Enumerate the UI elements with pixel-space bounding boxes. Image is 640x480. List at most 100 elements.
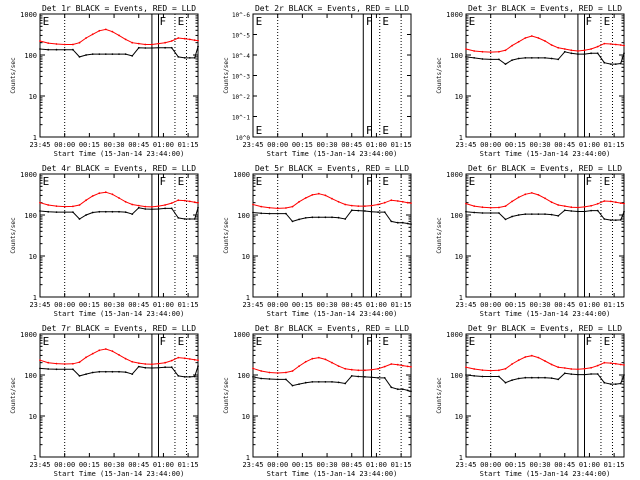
series-point-lld	[157, 205, 160, 208]
series-point-events	[406, 389, 409, 392]
series-point-events	[619, 382, 622, 385]
x-tick-label: 00:15	[505, 141, 526, 149]
series-point-events	[530, 57, 533, 59]
series-point-events	[344, 218, 347, 220]
series-point-events	[144, 208, 147, 210]
series-point-lld	[151, 43, 153, 46]
series-point-events	[47, 368, 50, 370]
series-point-events	[364, 210, 366, 212]
series-point-events	[537, 376, 540, 379]
series-point-events	[596, 373, 599, 375]
series-point-events	[504, 218, 507, 221]
series-point-events	[183, 218, 186, 220]
y-tick-label: 100	[24, 52, 37, 60]
panel-det7: Det 7r BLACK = Events, RED = LLD 1 10 100 10…	[10, 324, 199, 478]
series-point-events	[410, 390, 412, 393]
series-point-events	[350, 375, 353, 377]
series-point-events	[252, 211, 254, 214]
series-point-lld	[137, 42, 140, 45]
series-point-lld	[39, 359, 41, 362]
series-point-lld	[370, 204, 373, 207]
series-point-lld	[489, 51, 492, 53]
series-point-lld	[268, 371, 271, 374]
x-tick-label: 01:15	[604, 461, 625, 469]
series-point-lld	[276, 207, 279, 210]
series-point-lld	[131, 41, 134, 44]
series-point-lld	[557, 46, 560, 49]
series-point-lld	[537, 37, 540, 39]
series-point-lld	[481, 206, 484, 209]
series-point-lld	[344, 367, 347, 370]
series-line-lld	[39, 28, 199, 45]
series-point-events	[619, 62, 622, 65]
panel-det5: Det 5r BLACK = Events, RED = LLD 1 10 100 10…	[223, 164, 412, 318]
series-point-events	[557, 215, 560, 217]
series-point-events	[401, 221, 404, 224]
x-tick-label: 01:15	[178, 461, 199, 469]
series-point-lld	[118, 34, 120, 37]
series-point-events	[193, 57, 196, 59]
y-tick-label: 10^-4	[232, 53, 250, 60]
flag-label: E	[469, 15, 476, 28]
flag-label: E	[256, 175, 263, 188]
series-point-events	[583, 210, 586, 213]
series-point-events	[170, 46, 173, 49]
x-tick-label: 01:15	[178, 141, 199, 149]
series-point-lld	[577, 50, 579, 52]
series-point-events	[623, 52, 625, 55]
y-tick-label: 1000	[233, 331, 250, 339]
series-point-events	[364, 376, 366, 378]
series-point-lld	[489, 206, 492, 209]
series-point-events	[151, 47, 153, 49]
series-point-lld	[78, 204, 81, 206]
y-tick-label: 10	[29, 253, 37, 261]
y-tick-label: 100	[24, 212, 37, 220]
series-point-events	[91, 53, 94, 55]
series-point-lld	[524, 37, 527, 39]
x-tick-label: 00:30	[530, 301, 551, 309]
series-point-lld	[144, 43, 147, 46]
x-tick-label: 01:15	[178, 301, 199, 309]
series-point-events	[137, 206, 140, 209]
series-point-events	[596, 52, 599, 55]
x-tick-label: 00:00	[480, 461, 501, 469]
x-tick-label: 23:45	[29, 301, 50, 309]
panel-title: Det 7r BLACK = Events, RED = LLD	[42, 324, 196, 333]
series-point-events	[410, 223, 412, 226]
series-point-lld	[183, 37, 186, 40]
series-point-lld	[124, 200, 127, 203]
series-point-lld	[563, 205, 566, 208]
flag-label-bottom: F	[366, 124, 373, 137]
x-tick-label: 01:15	[391, 461, 412, 469]
series-point-events	[177, 375, 180, 377]
y-tick-label: 10^-6	[232, 12, 250, 19]
flag-label: F	[586, 335, 593, 348]
series-point-lld	[377, 367, 379, 370]
flag-label: E	[469, 175, 476, 188]
x-tick-label: 01:00	[579, 141, 600, 149]
series-point-events	[177, 56, 180, 58]
series-point-events	[530, 376, 533, 379]
x-tick-label: 01:15	[604, 141, 625, 149]
series-point-events	[177, 217, 180, 219]
series-point-lld	[498, 369, 500, 372]
x-tick-label: 00:00	[54, 301, 75, 309]
series-point-lld	[151, 363, 153, 366]
y-tick-label: 10^-1	[232, 115, 250, 122]
series-point-events	[357, 375, 360, 378]
series-point-events	[609, 219, 612, 222]
series-point-lld	[390, 363, 393, 365]
panel-title: Det 9r BLACK = Events, RED = LLD	[468, 324, 622, 333]
series-point-lld	[557, 204, 560, 206]
flag-label: E	[178, 335, 185, 348]
y-tick-label: 10^-2	[232, 94, 250, 101]
series-point-lld	[144, 363, 147, 365]
x-tick-label: 01:00	[366, 461, 387, 469]
x-tick-label: 00:45	[554, 301, 575, 309]
x-tick-label: 23:45	[455, 301, 476, 309]
series-point-lld	[104, 191, 107, 194]
y-axis-label: Counts/sec	[10, 217, 17, 254]
y-tick-label: 10	[29, 413, 37, 421]
series-point-events	[498, 212, 500, 214]
series-point-lld	[550, 201, 553, 204]
